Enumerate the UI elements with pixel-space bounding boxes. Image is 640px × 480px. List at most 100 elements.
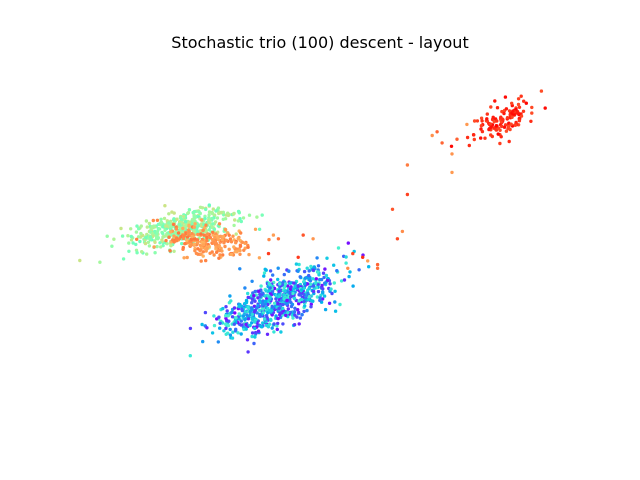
scatter-point-cluster-2 [276,321,280,326]
scatter-point-cluster-2 [250,306,254,311]
scatter-point-cluster-2 [307,269,311,273]
scatter-point-bridge [296,255,300,259]
scatter-point-cluster-2 [246,305,250,310]
scatter-point-cluster-2 [256,329,261,333]
scatter-point-cluster-2 [281,322,285,326]
scatter-point-cluster-3 [239,219,243,224]
scatter-point-cluster-4 [214,242,219,246]
scatter-point-cluster-4 [183,242,187,246]
scatter-point-cluster-1 [524,101,528,105]
scatter-point-cluster-3 [203,214,207,218]
scatter-point-cluster-2 [298,316,302,320]
scatter-point-cluster-3 [129,227,133,231]
scatter-point-cluster-2 [252,341,256,346]
scatter-point-cluster-3 [163,204,167,208]
scatter-point-cluster-1 [522,99,526,103]
scatter-point-cluster-2 [245,338,250,342]
scatter-point-bridge [395,237,400,241]
scatter-point-cluster-2 [244,322,248,327]
scatter-point-cluster-4 [210,238,215,242]
scatter-point-cluster-4 [155,218,160,222]
scatter-point-cluster-2 [291,316,295,320]
scatter-point-cluster-2 [296,308,300,312]
scatter-point-cluster-1 [485,112,489,116]
scatter-point-cluster-4 [240,240,245,244]
scatter-point-cluster-3 [211,222,215,226]
scatter-point-cluster-2 [282,297,286,301]
scatter-point-cluster-2 [308,279,313,283]
scatter-point-cluster-2 [259,284,263,288]
scatter-point-cluster-3 [150,231,155,236]
scatter-point-cluster-1 [475,119,480,123]
scatter-point-cluster-1 [465,135,470,140]
scatter-point-cluster-3 [143,241,148,246]
scatter-point-cluster-2 [267,298,271,302]
scatter-point-cluster-2 [250,312,255,317]
scatter-point-cluster-1 [543,106,547,110]
scatter-point-cluster-2 [231,330,235,334]
scatter-point-cluster-2 [315,295,320,299]
scatter-point-cluster-2 [272,286,277,291]
scatter-point-cluster-3 [161,224,165,229]
scatter-point-cluster-4 [221,234,225,239]
scatter-point-cluster-2 [332,281,336,285]
scatter-point-cluster-4 [185,235,190,239]
scatter-point-cluster-2 [283,282,288,286]
scatter-point-cluster-1 [490,134,494,139]
scatter-point-bridge [455,137,459,141]
scatter-point-cluster-2 [257,289,261,293]
scatter-point-cluster-4 [168,249,172,253]
scatter-point-cluster-2 [250,334,254,339]
scatter-point-cluster-2 [270,304,274,308]
scatter-point-bridge [301,233,305,237]
scatter-point-cluster-2 [311,277,315,281]
scatter-point-cluster-2 [276,266,280,270]
scatter-point-cluster-1 [483,136,487,140]
scatter-point-cluster-3 [135,251,139,255]
scatter-point-bridge [266,251,271,256]
scatter-point-bridge [430,133,434,138]
scatter-point-cluster-2 [314,281,318,285]
scatter-point-cluster-2 [266,325,271,329]
scatter-point-cluster-4 [267,237,271,242]
scatter-point-cluster-2 [292,310,297,314]
scatter-point-cluster-2 [284,302,289,306]
scatter-point-cluster-2 [230,310,234,314]
scatter-point-cluster-2 [298,275,302,279]
scatter-point-cluster-4 [205,238,209,243]
scatter-point-cluster-1 [539,89,544,93]
scatter-point-cluster-3 [161,235,165,239]
scatter-point-cluster-1 [513,123,517,127]
scatter-point-cluster-4 [196,240,200,245]
scatter-point-cluster-2 [188,326,193,331]
scatter-point-cluster-2 [286,307,290,311]
scatter-point-cluster-2 [323,307,328,312]
scatter-point-cluster-2 [296,269,300,273]
scatter-point-cluster-3 [119,226,123,231]
scatter-point-cluster-3 [234,232,238,236]
scatter-point-cluster-4 [214,245,218,249]
scatter-point-cluster-3 [236,219,240,223]
scatter-point-cluster-3 [148,235,153,239]
scatter-point-cluster-1 [530,111,534,115]
scatter-point-cluster-2 [297,302,301,306]
scatter-point-cluster-2 [316,264,321,268]
scatter-point-cluster-2 [328,282,332,286]
scatter-point-cluster-2 [293,284,297,288]
scatter-point-cluster-1 [480,119,484,123]
scatter-point-cluster-2 [302,292,306,297]
scatter-point-cluster-4 [200,218,204,222]
scatter-point-cluster-3 [196,230,200,234]
scatter-point-cluster-2 [230,336,235,340]
scatter-point-cluster-3 [147,244,152,248]
scatter-point-cluster-2 [221,306,225,311]
scatter-point-cluster-1 [496,132,500,136]
scatter-point-cluster-2 [315,256,319,260]
scatter-point-cluster-4 [228,237,233,241]
scatter-point-cluster-3 [158,241,162,245]
scatter-point-cluster-4 [212,240,216,245]
scatter-point-cluster-4 [185,238,189,243]
scatter-point-cluster-3 [192,215,196,219]
scatter-point-cluster-4 [196,247,200,251]
scatter-point-cluster-2 [222,329,226,333]
